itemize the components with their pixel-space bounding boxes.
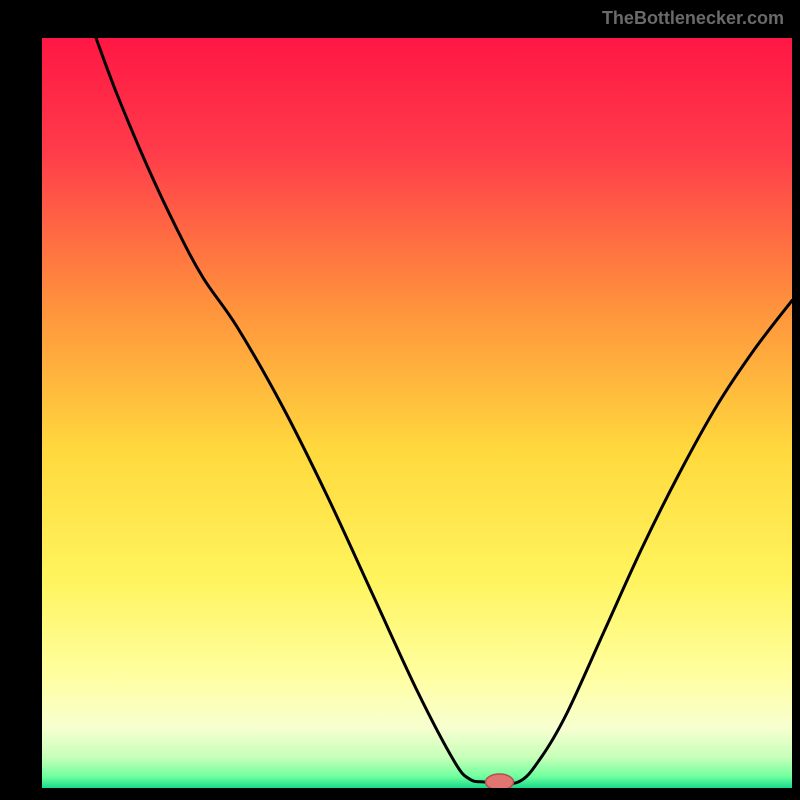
min-marker xyxy=(486,774,514,788)
chart-container: TheBottlenecker.com xyxy=(0,0,800,800)
gradient-background xyxy=(42,38,792,788)
watermark-text: TheBottlenecker.com xyxy=(602,8,784,29)
plot-area xyxy=(42,38,792,788)
chart-svg xyxy=(42,38,792,788)
